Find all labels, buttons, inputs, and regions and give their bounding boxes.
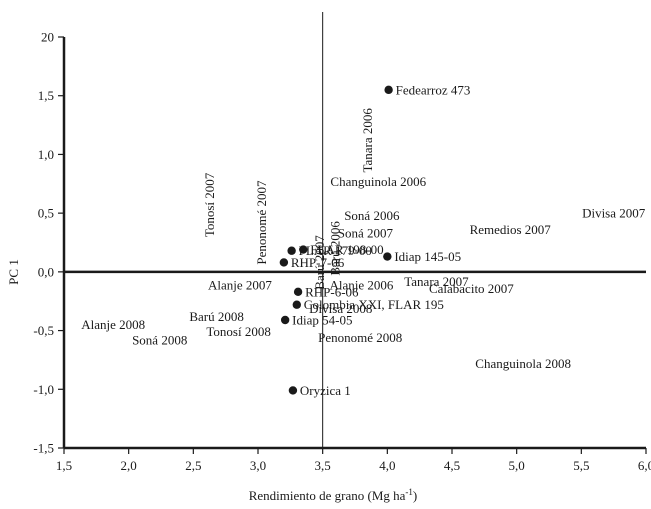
x-axis-title-main: Rendimiento de grano (Mg ha	[249, 488, 406, 503]
data-point-label: Fedearroz 473	[396, 82, 471, 97]
x-axis-title: Rendimiento de grano (Mg ha-1)	[249, 487, 418, 503]
data-point-label: Idiap 145-05	[394, 249, 461, 264]
x-tick-label: 6,0	[638, 458, 651, 473]
y-tick-label: 1,0	[38, 147, 54, 162]
annotation-label: Tonosí 2008	[206, 324, 270, 339]
x-tick-label: 1,5	[56, 458, 72, 473]
annotation-label: Alanje 2007	[208, 277, 272, 292]
annotation-label: Penonomé 2007	[254, 180, 269, 265]
x-tick-label: 2,0	[121, 458, 137, 473]
x-tick-label: 4,0	[379, 458, 395, 473]
data-point-label: RHP-6-06	[305, 284, 359, 299]
y-tick-label: 0,5	[38, 206, 54, 221]
x-tick-label: 5,5	[573, 458, 589, 473]
x-axis-title-close: )	[413, 488, 417, 503]
annotation-label: Barú 2007	[312, 235, 327, 290]
data-point	[299, 245, 308, 254]
y-tick-label: 0,0	[38, 264, 54, 279]
annotation-label: Alanje 2006	[330, 277, 394, 292]
annotation-label: Barú 2006	[327, 221, 342, 276]
data-point-label: Oryzica 1	[300, 383, 351, 398]
data-point	[288, 386, 298, 395]
annotation-label: Divisa 2007	[582, 206, 646, 221]
data-point	[293, 287, 303, 297]
data-point	[383, 252, 392, 261]
annotation-label: Tanara 2007	[404, 274, 469, 289]
annotation-label: Soná 2008	[132, 332, 187, 347]
data-point	[279, 258, 289, 267]
x-ticks: 1,5 2,0 2,5 3,0 3,5 4,0 4,5 5,0 5,5 6,0	[56, 448, 651, 473]
annotation-label: Alanje 2008	[81, 317, 145, 332]
data-point	[287, 246, 296, 255]
annotation-label: Penonomé 2008	[318, 330, 402, 345]
y-tick-label: -1,0	[33, 382, 54, 397]
x-tick-label: 5,0	[509, 458, 525, 473]
annotation-label: Changuinola 2008	[475, 356, 571, 371]
x-tick-label: 3,5	[315, 458, 331, 473]
annotation-label: Soná 2006	[344, 208, 400, 223]
x-tick-label: 3,0	[250, 458, 266, 473]
data-point-label: FLAR 179-00	[299, 243, 372, 258]
y-tick-label: -1,5	[33, 441, 54, 456]
data-point	[280, 315, 290, 325]
annotation-label: Soná 2007	[338, 226, 394, 241]
data-point-label: Colombia XXI, FLAR 195	[304, 297, 444, 312]
y-tick-label: 1,5	[38, 88, 54, 103]
y-ticks: 20 1,5 1,0 0,5 0,0 -0,5 -1,0 -1,5	[33, 30, 64, 456]
annotation-label: Barú 2008	[189, 309, 244, 324]
data-point-label: RHP-7-06	[291, 255, 345, 270]
x-axis-title-sup: -1	[405, 487, 413, 497]
data-point	[292, 300, 301, 309]
data-point-label: FLAR 198-00	[310, 242, 383, 257]
data-point	[384, 85, 393, 95]
annotation-label: Changuinola 2006	[330, 174, 426, 189]
annotation-label: Tanara 2006	[360, 108, 375, 173]
y-tick-label: 20	[41, 30, 54, 45]
x-tick-label: 2,5	[185, 458, 201, 473]
annotation-label: Divisa 2008	[309, 301, 372, 316]
y-tick-label: -0,5	[33, 323, 54, 338]
reference-lines	[64, 12, 646, 448]
data-point-label: Idiap 54-05	[292, 313, 352, 328]
y-axis-title: PC 1	[6, 259, 21, 285]
annotation-label: Calabacito 2007	[429, 281, 514, 296]
annotation-label: Remedios 2007	[470, 222, 552, 237]
x-tick-label: 4,5	[444, 458, 460, 473]
annotation-label: Tonosí 2007	[202, 172, 217, 237]
axes	[62, 37, 646, 450]
